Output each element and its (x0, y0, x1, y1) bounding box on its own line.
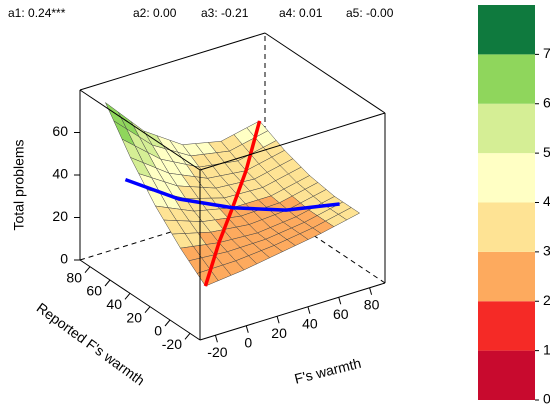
colorbar-tick-label: 20 (543, 292, 550, 308)
y-tick-label: 60 (86, 283, 102, 299)
y-tick-label: 40 (106, 296, 122, 312)
x-tick-label: 0 (244, 334, 252, 350)
x-tick-label: 40 (302, 315, 318, 331)
colorbar-tick-label: 30 (543, 243, 550, 259)
colorbar-bin (478, 350, 535, 400)
annotation: a2: 0.00 (133, 6, 177, 20)
colorbar-tick-label: 60 (543, 94, 550, 110)
box-edge (199, 282, 386, 341)
colorbar-bin (478, 301, 535, 351)
x-tick (214, 335, 218, 343)
x-tick-label: 20 (271, 325, 287, 341)
colorbar-bin (478, 202, 535, 252)
y-tick-label: 20 (126, 309, 142, 325)
y-tick (144, 306, 151, 313)
z-axis-label: Total problems (11, 139, 27, 230)
annotation: a5: -0.00 (346, 6, 394, 20)
x-tick (307, 306, 311, 314)
z-tick-label: 40 (52, 166, 68, 182)
annotation: a4: 0.01 (279, 6, 323, 20)
y-tick (184, 333, 191, 340)
box-edge (264, 32, 386, 114)
x-tick-label: 60 (333, 306, 349, 322)
box-edge (79, 32, 266, 91)
colorbar-tick-label: 50 (543, 144, 550, 160)
y-tick-label: -20 (162, 336, 182, 352)
y-tick (164, 319, 171, 327)
box-edge (79, 89, 201, 171)
x-tick (338, 297, 342, 305)
colorbar-tick-label: 40 (543, 193, 550, 209)
colorbar-tick-label: 0 (543, 391, 550, 407)
box-edge (199, 112, 386, 171)
colorbar-bin (478, 153, 535, 203)
y-tick-label: 80 (66, 269, 82, 285)
y-tick (124, 293, 131, 300)
colorbar-bin (478, 251, 535, 302)
annotation: a1: 0.24*** (8, 6, 66, 20)
colorbar-bin (478, 54, 535, 104)
colorbar-tick-label: 10 (543, 341, 550, 357)
surface-line (124, 177, 340, 212)
y-tick (84, 266, 91, 273)
x-tick (245, 325, 249, 333)
annotation: a3: -0.21 (201, 6, 249, 20)
y-tick (104, 279, 111, 287)
z-tick-label: 20 (52, 208, 68, 224)
colorbar-tick-label: 70 (543, 45, 550, 61)
x-tick-label: -20 (207, 344, 227, 360)
z-tick-label: 0 (60, 251, 68, 267)
y-tick-label: 0 (154, 323, 162, 339)
colorbar-bin (478, 5, 535, 55)
x-tick (276, 316, 280, 324)
colorbar-bin (478, 103, 535, 154)
box-edge (79, 259, 201, 341)
x-tick (369, 287, 373, 295)
z-tick-label: 60 (52, 123, 68, 139)
x-tick-label: 80 (364, 296, 380, 312)
x-axis-label: F's warmth (293, 355, 363, 387)
